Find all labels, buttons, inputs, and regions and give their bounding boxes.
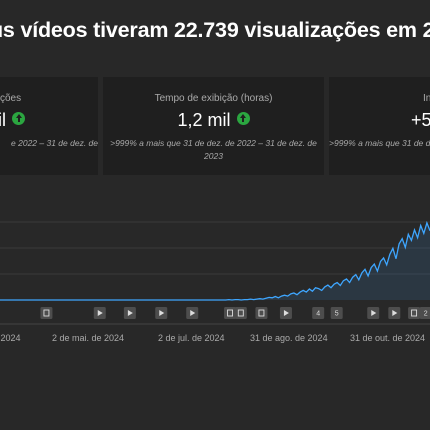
metric-comparison: e 2022 – 31 de dez. de — [11, 138, 98, 148]
video-marker-icon[interactable] — [367, 307, 380, 319]
x-axis-ticks: de 2024 2 de mai. de 2024 2 de jul. de 202… — [0, 333, 425, 343]
x-tick-label: 31 de out. de 2024 — [350, 333, 425, 343]
marker-count: 5 — [335, 311, 339, 318]
doc-marker-icon[interactable] — [40, 307, 53, 319]
chart-grid — [0, 221, 430, 325]
views-line — [0, 220, 430, 301]
doc-marker-icon[interactable] — [255, 307, 268, 319]
metric-label: ções — [0, 93, 22, 104]
metric-comparison: >999% a mais que 31 de dez. de — [329, 138, 430, 148]
metric-value: 1,2 mil — [103, 110, 324, 131]
doc-marker-icon[interactable] — [234, 307, 247, 319]
chart-headline: us vídeos tiveram 22.739 visualizações e… — [0, 18, 430, 50]
video-marker-icon[interactable] — [279, 307, 292, 319]
x-tick-label: 31 de ago. de 2024 — [250, 333, 328, 343]
marker-count: 2 — [424, 311, 428, 318]
views-chart-svg: 4 5 2 de 2024 2 de mai. de 2024 2 de jul. de… — [0, 220, 430, 343]
views-area — [0, 222, 430, 300]
metric-value: +5 — [411, 110, 430, 130]
video-marker-icon[interactable] — [388, 307, 401, 319]
grouped-marker-icon[interactable]: 5 — [330, 307, 343, 319]
video-marker-icon[interactable] — [123, 307, 136, 319]
metric-cards: ções il e 2022 – 31 de dez. de Tempo de … — [0, 77, 430, 175]
x-tick-label: 2 de mai. de 2024 — [52, 333, 124, 343]
metric-card-subscribers[interactable]: In +5 >999% a mais que 31 de dez. de — [329, 77, 430, 175]
doc-marker-icon[interactable] — [224, 307, 237, 319]
doc-marker-icon[interactable] — [408, 307, 421, 319]
metric-comparison: >999% a mais que 31 de dez. de 2022 – 31… — [110, 138, 317, 161]
metric-value: il — [0, 110, 25, 131]
video-marker-icon[interactable] — [186, 307, 199, 319]
x-tick-label: 2 de jul. de 2024 — [158, 333, 225, 343]
trend-up-icon — [12, 112, 25, 125]
video-marker-icon[interactable] — [155, 307, 168, 319]
metric-label: Tempo de exibição (horas) — [154, 93, 273, 104]
grouped-marker-icon[interactable]: 4 — [312, 307, 325, 319]
marker-count: 4 — [316, 311, 320, 318]
views-chart: 4 5 2 de 2024 2 de mai. de 2024 2 de jul. de… — [0, 210, 430, 410]
x-tick-label: de 2024 — [0, 333, 21, 343]
grouped-marker-icon[interactable]: 2 — [419, 307, 430, 319]
timeline-markers: 4 5 2 — [40, 307, 430, 319]
headline-text: us vídeos tiveram 22.739 visualizações e… — [0, 18, 430, 42]
metric-card-watch-time[interactable]: Tempo de exibição (horas) 1,2 mil >999% … — [103, 77, 324, 175]
trend-up-icon — [236, 112, 250, 125]
video-marker-icon[interactable] — [93, 307, 106, 319]
metric-card-views[interactable]: ções il e 2022 – 31 de dez. de — [0, 77, 98, 175]
metric-label: In — [423, 93, 430, 104]
